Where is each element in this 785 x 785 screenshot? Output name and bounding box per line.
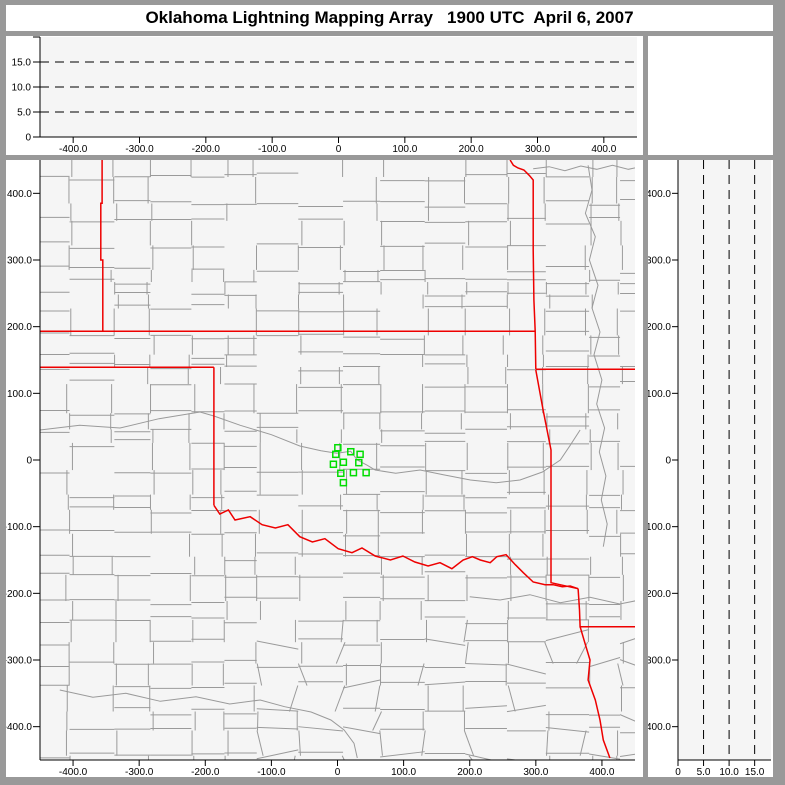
svg-text:100.0: 100.0 <box>392 144 417 155</box>
svg-text:200.0: 200.0 <box>457 767 482 777</box>
svg-text:10.0: 10.0 <box>719 767 739 777</box>
svg-text:200.0: 200.0 <box>459 144 484 155</box>
svg-text:15.0: 15.0 <box>12 58 32 69</box>
altitude-ns-panel[interactable]: 400.0 300.0 200.0 100.0 0 -100.0 -200.0 -300.0 -… <box>648 160 773 777</box>
lma-station-marker <box>362 468 370 477</box>
svg-text:-400.0: -400.0 <box>59 767 88 777</box>
svg-text:400.0: 400.0 <box>648 189 671 200</box>
svg-text:-300.0: -300.0 <box>125 144 154 155</box>
svg-text:0: 0 <box>665 456 671 467</box>
svg-text:-200.0: -200.0 <box>191 767 220 777</box>
lma-station-marker <box>339 458 348 467</box>
svg-text:-300.0: -300.0 <box>6 656 32 667</box>
svg-text:5.0: 5.0 <box>17 108 31 119</box>
svg-text:-400.0: -400.0 <box>59 144 88 155</box>
lma-station-marker <box>349 468 358 477</box>
lma-station-marker <box>355 458 363 467</box>
lma-station-marker <box>356 450 364 459</box>
svg-text:200.0: 200.0 <box>7 322 32 333</box>
svg-text:100.0: 100.0 <box>7 389 32 400</box>
svg-text:-100.0: -100.0 <box>257 767 286 777</box>
svg-text:-200.0: -200.0 <box>192 144 221 155</box>
lma-station-marker <box>337 469 345 478</box>
svg-text:100.0: 100.0 <box>391 767 416 777</box>
svg-text:300.0: 300.0 <box>7 256 32 267</box>
svg-text:5.0: 5.0 <box>697 767 711 777</box>
ew-altitude-plot[interactable]: 0 5.0 10.0 15.0 -400.0 -300.0 -200.0 -100.0 0 100… <box>6 36 643 155</box>
svg-text:-300.0: -300.0 <box>648 656 671 667</box>
svg-text:-200.0: -200.0 <box>6 589 32 600</box>
svg-text:300.0: 300.0 <box>523 767 548 777</box>
corner-box <box>648 36 773 155</box>
title-bar: Oklahoma Lightning Mapping Array 1900 UT… <box>6 5 773 31</box>
ns-altitude-plot[interactable]: 400.0 300.0 200.0 100.0 0 -100.0 -200.0 -300.0 -… <box>648 160 773 777</box>
svg-text:0: 0 <box>336 144 342 155</box>
svg-text:0: 0 <box>335 767 341 777</box>
svg-text:-400.0: -400.0 <box>648 722 671 733</box>
map-content <box>40 160 635 760</box>
svg-text:-100.0: -100.0 <box>258 144 287 155</box>
svg-text:100.0: 100.0 <box>648 389 671 400</box>
svg-text:300.0: 300.0 <box>648 256 671 267</box>
svg-text:-200.0: -200.0 <box>648 589 671 600</box>
svg-text:0: 0 <box>675 767 681 777</box>
svg-text:300.0: 300.0 <box>525 144 550 155</box>
svg-text:0: 0 <box>25 133 31 144</box>
lma-station-marker <box>332 450 340 459</box>
svg-text:-400.0: -400.0 <box>6 722 32 733</box>
plan-view-plot[interactable]: 400.0 300.0 200.0 100.0 0 -100.0 -200.0 -300.0 -… <box>6 160 643 777</box>
lma-station-marker <box>339 478 348 487</box>
lma-station-marker <box>329 460 338 469</box>
svg-text:400.0: 400.0 <box>589 767 614 777</box>
svg-text:200.0: 200.0 <box>648 322 671 333</box>
page-title: Oklahoma Lightning Mapping Array 1900 UT… <box>145 8 634 27</box>
plan-view-map-panel[interactable]: 400.0 300.0 200.0 100.0 0 -100.0 -200.0 -300.0 -… <box>6 160 643 777</box>
svg-text:-100.0: -100.0 <box>648 522 671 533</box>
svg-text:400.0: 400.0 <box>7 189 32 200</box>
lma-station-marker <box>347 447 355 456</box>
altitude-ew-panel[interactable]: 0 5.0 10.0 15.0 -400.0 -300.0 -200.0 -100.0 0 100… <box>6 36 643 155</box>
svg-text:0: 0 <box>26 456 32 467</box>
svg-text:15.0: 15.0 <box>745 767 765 777</box>
svg-text:-300.0: -300.0 <box>125 767 154 777</box>
svg-text:400.0: 400.0 <box>591 144 616 155</box>
svg-text:-100.0: -100.0 <box>6 522 32 533</box>
svg-text:10.0: 10.0 <box>12 83 32 94</box>
